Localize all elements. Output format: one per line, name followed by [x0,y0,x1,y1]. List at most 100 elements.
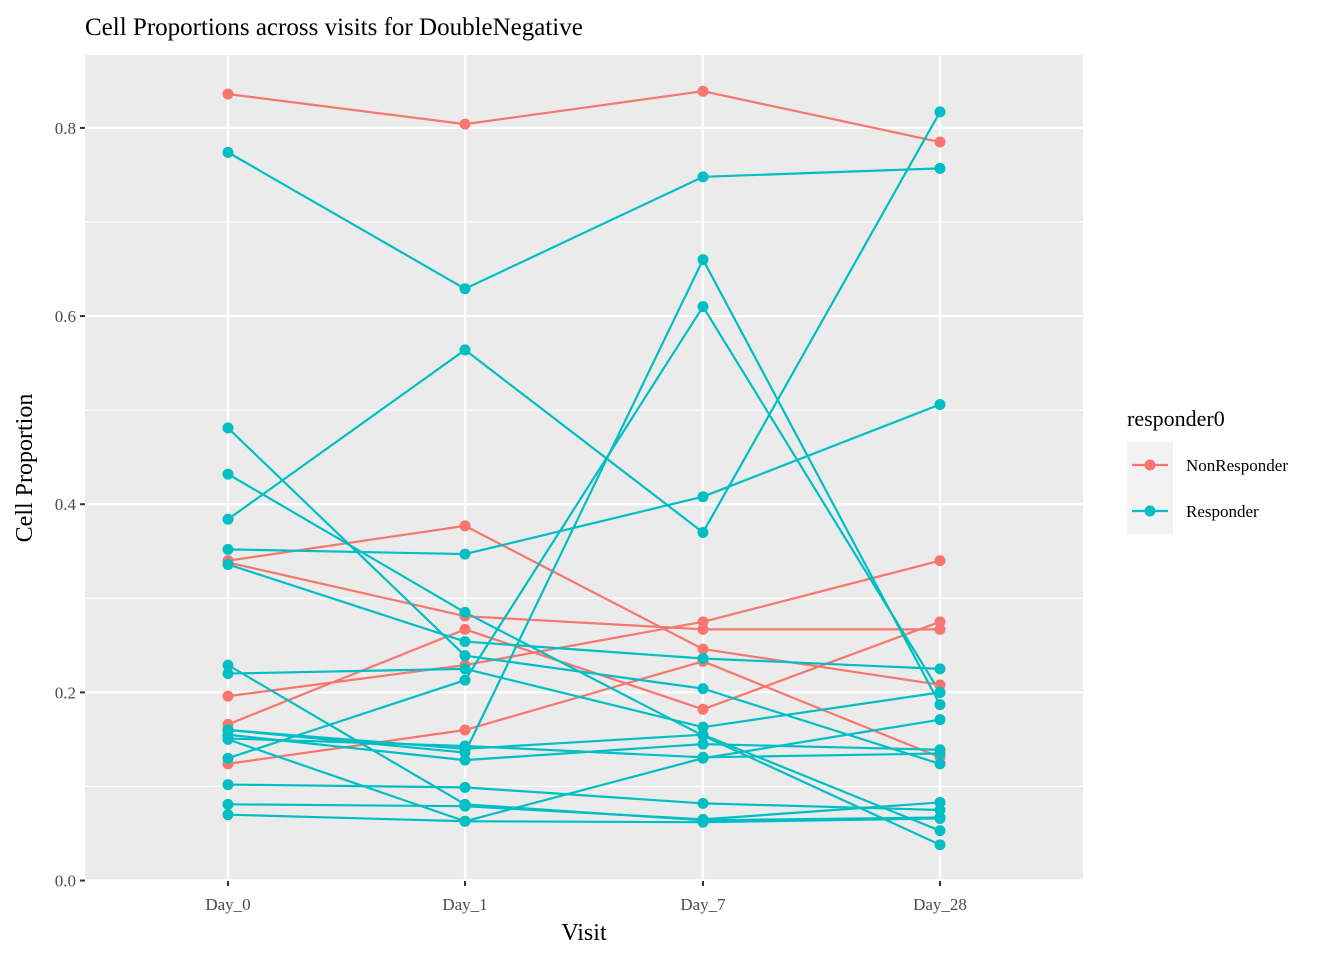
series-line-nonresponder [227,561,940,631]
data-point-responder [697,254,709,266]
series-line-responder [227,473,941,846]
data-point-responder [934,686,946,698]
data-point-nonresponder [697,85,709,97]
x-axis: Day_0 Day_1 Day_7 Day_28 [205,881,967,914]
data-point-responder [222,798,234,810]
data-point-nonresponder [459,118,471,130]
series-line-nonresponder [227,90,941,144]
data-point-responder [697,752,709,764]
series-line-responder [227,801,941,821]
series-line-nonresponder [227,559,941,698]
data-point-responder [697,738,709,750]
data-point-responder [222,809,234,821]
data-point-responder [222,468,234,480]
series-line-responder [227,737,941,759]
y-axis-title: Cell Proportion [12,394,38,543]
data-point-responder [934,825,946,837]
data-point-responder [459,548,471,560]
data-point-responder [222,513,234,525]
minor-gridlines [85,221,1083,788]
data-point-responder [934,839,946,851]
data-point-responder [934,398,946,410]
data-point-responder [459,743,471,755]
data-point-responder [222,752,234,764]
data-point-responder [459,815,471,827]
data-point-nonresponder [222,690,234,702]
y-tick-label: 0.8 [55,119,76,138]
y-tick-label: 0.0 [55,872,76,891]
data-point-responder [697,729,709,741]
data-point-responder [459,800,471,812]
legend: responder0 NonResponder Responder [1127,406,1288,534]
series-line-responder [227,111,941,534]
x-tick-label: Day_1 [442,895,487,914]
data-point-responder [222,543,234,555]
data-point-responder [459,283,471,295]
data-point-responder [697,526,709,538]
series-line-responder [227,305,941,760]
data-point-responder [222,724,234,736]
y-axis: 0.0 0.2 0.4 0.6 0.8 [55,119,85,891]
data-point-nonresponder [459,520,471,532]
data-point-nonresponder [697,616,709,628]
data-point-responder [697,797,709,809]
data-point-responder [222,146,234,158]
data-point-responder [697,721,709,733]
data-point-responder [459,663,471,675]
data-point-responder [222,668,234,680]
data-point-responder [697,301,709,313]
data-point-responder [459,606,471,618]
data-point-responder [934,796,946,808]
x-axis-title: Visit [561,920,607,946]
y-tick-label: 0.4 [55,495,77,514]
data-point-responder [934,663,946,675]
data-point-responder [459,650,471,662]
data-point-responder [934,758,946,770]
data-point-nonresponder [697,703,709,715]
y-tick-label: 0.6 [55,307,76,326]
data-point-responder [934,699,946,711]
series-line-responder [227,783,941,812]
data-point-nonresponder [934,555,946,567]
series-line-responder [227,151,941,290]
series-line-responder [227,403,941,556]
series-line-nonresponder [227,620,941,726]
data-point-responder [459,636,471,648]
plot-panel [85,55,1083,881]
data-point-nonresponder [934,136,946,148]
series-line-responder [227,427,941,765]
legend-key-point-nonresponder [1144,459,1156,471]
data-point-responder [697,491,709,503]
data-point-responder [934,804,946,816]
data-point-nonresponder [697,643,709,655]
legend-label-nonresponder: NonResponder [1186,456,1288,475]
series-line-responder [227,728,941,832]
series-lines [227,90,941,846]
series-line-responder [227,667,941,729]
data-point-responder [934,714,946,726]
series-points [222,85,946,851]
data-point-nonresponder [934,623,946,635]
data-point-nonresponder [934,616,946,628]
data-point-responder [222,733,234,745]
data-point-responder [934,162,946,174]
x-tick-label: Day_7 [680,895,726,914]
data-point-responder [222,659,234,671]
data-point-responder [697,171,709,183]
data-point-responder [459,754,471,766]
legend-title: responder0 [1127,406,1225,431]
data-point-nonresponder [459,724,471,736]
data-point-responder [697,653,709,665]
data-point-responder [222,779,234,791]
data-point-responder [459,674,471,686]
x-tick-label: Day_0 [205,895,250,914]
data-point-responder [222,558,234,570]
data-point-nonresponder [459,623,471,635]
series-line-responder [227,813,941,824]
data-point-nonresponder [222,88,234,100]
data-point-responder [459,344,471,356]
x-tick-label: Day_28 [913,895,967,914]
data-point-responder [697,816,709,828]
data-point-nonresponder [934,679,946,691]
